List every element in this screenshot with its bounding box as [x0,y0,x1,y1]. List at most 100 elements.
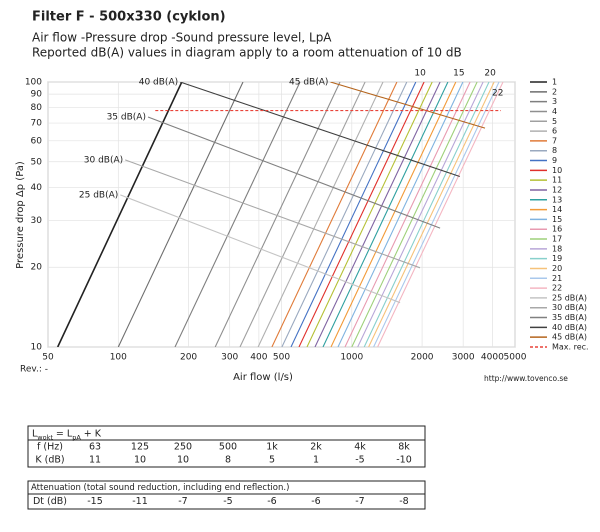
table-cell: -7 [355,496,364,507]
series-line [147,116,441,229]
line-label: 15 [453,69,464,79]
legend-label: 45 dB(A) [552,333,587,342]
table-cell: 63 [89,442,101,453]
series-line [125,159,421,269]
legend-label: 7 [552,136,557,145]
table-cell: -5 [223,496,232,507]
y-axis-label: Pressure drop Δp (Pa) [15,161,26,269]
chart-title: Filter F - 500x330 (cyklon) [32,10,226,25]
legend-label: 12 [552,185,562,194]
legend-label: 22 [552,284,562,293]
table-cell: 250 [174,442,192,453]
table-cell: 5 [269,455,275,466]
y-tick-label: 40 [31,183,43,193]
line-label: 40 dB(A) [139,78,178,88]
legend-label: 21 [552,274,562,283]
table-cell: 125 [131,442,149,453]
series-line [174,82,301,347]
series-line [373,82,500,347]
legend-label: 16 [552,225,562,234]
legend-label: 35 dB(A) [552,313,587,322]
table-cell: -15 [87,496,103,507]
formula-part: + K [81,428,102,439]
legend-label: 20 [552,264,562,273]
y-tick-label: 80 [31,103,43,113]
subtitle: Reported dB(A) values in diagram apply t… [32,46,462,60]
line-label: 30 dB(A) [84,155,123,165]
series-line [368,82,495,347]
x-tick-label: 50 [42,353,54,363]
series-line [322,82,449,347]
table-cell: 1k [266,442,278,453]
series-line [290,82,417,347]
formula-part: = L [53,428,73,439]
series-line [117,82,244,347]
legend-label: 25 dB(A) [552,293,587,302]
table-cell: -8 [399,496,408,507]
table-cell: 500 [219,442,237,453]
subtitle: Air flow -Pressure drop -Sound pressure … [32,31,332,45]
series-line [56,82,183,347]
legend-label: 1 [552,78,557,87]
series-line [330,82,457,347]
series-line [257,82,384,347]
table-cell: 8 [225,455,231,466]
series-line [344,82,471,347]
table-cell: -6 [311,496,320,507]
formula-part: pA [72,434,81,442]
url: http://www.tovenco.se [484,374,568,383]
y-tick-label: 30 [31,216,43,226]
x-tick-label: 200 [180,353,197,363]
x-tick-label: 4000 [481,353,504,363]
legend-label: 18 [552,244,562,253]
line-label: 45 dB(A) [289,78,328,88]
x-tick-label: 500 [273,353,290,363]
series-line [314,82,441,347]
table-cell: -7 [178,496,187,507]
series-line [298,82,425,347]
series-line [271,82,398,347]
revision: Rev.: - [20,365,48,375]
series-line [120,194,401,304]
legend-label: 8 [552,146,557,155]
legend-label: 11 [552,176,562,185]
table-cell: -10 [396,455,412,466]
legend-label: 10 [552,166,562,175]
table-cell: 10 [134,455,146,466]
legend-label: 6 [552,127,557,136]
table-cell: -5 [355,455,364,466]
y-tick-label: 20 [31,263,43,273]
legend-label: 3 [552,97,557,106]
y-tick-label: 90 [31,90,43,100]
series-line [377,82,504,347]
series-line [363,82,490,347]
legend-label: 2 [552,87,557,96]
table-cell: 8k [398,442,410,453]
row-label: Dt (dB) [33,496,67,507]
y-tick-label: 10 [31,343,43,353]
series-line [281,82,408,347]
table-cell: 4k [354,442,366,453]
table-cell: 2k [310,442,322,453]
legend-label: 5 [552,117,557,126]
x-tick-label: 2000 [411,353,434,363]
legend-label: 15 [552,215,562,224]
table-cell: -6 [267,496,276,507]
series-line [357,82,484,347]
line-label: 22 [492,89,503,99]
y-tick-label: 100 [25,78,42,88]
formula-part: L [32,428,38,439]
x-tick-label: 5000 [504,353,527,363]
legend-label: 17 [552,235,562,244]
legend-label: 4 [552,107,557,116]
row-label: K (dB) [35,455,64,466]
table-title: Attenuation (total sound reduction, incl… [31,483,289,493]
x-tick-label: 100 [110,353,127,363]
series-line [306,82,433,347]
line-label: 35 dB(A) [107,112,146,122]
legend-label: 40 dB(A) [552,323,587,332]
x-tick-label: 3000 [452,353,475,363]
plot-lines [56,82,504,347]
x-tick-label: 300 [221,353,238,363]
